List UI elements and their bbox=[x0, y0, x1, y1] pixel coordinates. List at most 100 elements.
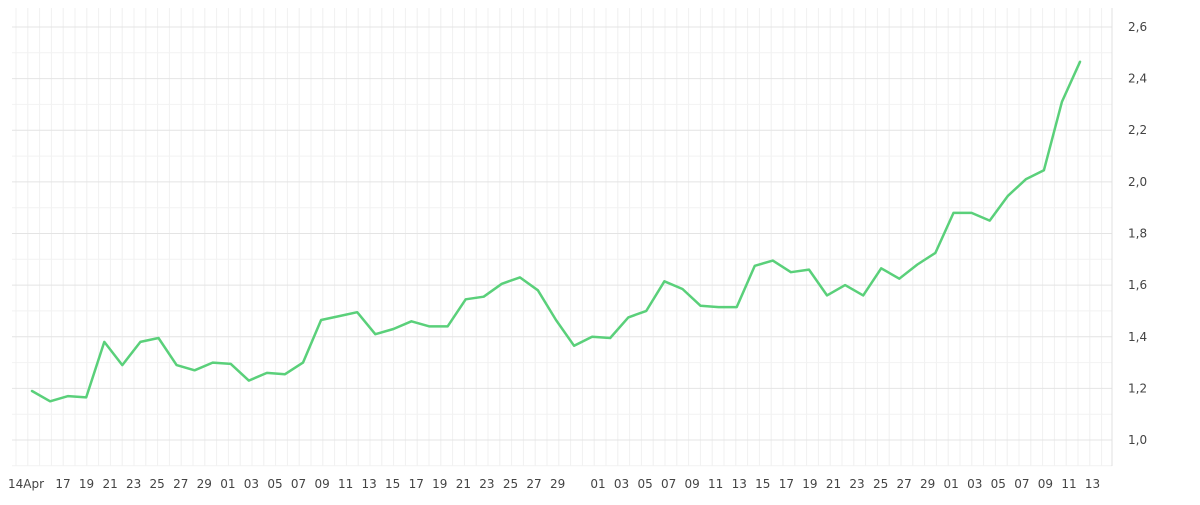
data-point bbox=[194, 369, 196, 371]
data-point bbox=[338, 315, 340, 317]
x-tick-label: 27 bbox=[526, 477, 541, 491]
x-tick-label: 09 bbox=[1038, 477, 1053, 491]
x-tick-label: 29 bbox=[550, 477, 565, 491]
data-point bbox=[501, 283, 503, 285]
data-point bbox=[645, 310, 647, 312]
x-tick-label: 25 bbox=[873, 477, 888, 491]
x-tick-label: 11 bbox=[708, 477, 723, 491]
x-tick-label: 01 bbox=[220, 477, 235, 491]
x-tick-label: 27 bbox=[896, 477, 911, 491]
x-tick-label: 13 bbox=[732, 477, 747, 491]
data-point bbox=[754, 265, 756, 267]
data-point bbox=[844, 284, 846, 286]
data-point bbox=[356, 311, 358, 313]
data-point bbox=[862, 294, 864, 296]
x-tick-label: 27 bbox=[173, 477, 188, 491]
y-tick-label: 1,6 bbox=[1128, 278, 1147, 292]
x-axis-tick-labels: 14Apr 17 19 21 23 25 27 29 01 03 05 07 09 11 13 15 17 19 2… bbox=[8, 477, 1100, 491]
x-tick-label: 23 bbox=[849, 477, 864, 491]
data-point bbox=[1061, 101, 1063, 103]
vertical-gridlines bbox=[15, 8, 1103, 466]
x-tick-label: 25 bbox=[150, 477, 165, 491]
data-point bbox=[230, 363, 232, 365]
data-point bbox=[284, 373, 286, 375]
data-point bbox=[1025, 178, 1027, 180]
data-point bbox=[374, 333, 376, 335]
data-point bbox=[627, 316, 629, 318]
y-axis-tick-labels: 1,0 1,2 1,4 1,6 1,8 2,0 2,2 2,4 2,6 bbox=[1128, 20, 1147, 447]
x-tick-label: 07 bbox=[291, 477, 306, 491]
x-tick-label: 05 bbox=[267, 477, 282, 491]
y-tick-label: 2,0 bbox=[1128, 175, 1147, 189]
data-point bbox=[573, 345, 575, 347]
y-tick-label: 1,0 bbox=[1128, 433, 1147, 447]
data-point bbox=[49, 400, 51, 402]
data-point bbox=[1079, 61, 1081, 63]
data-point bbox=[808, 269, 810, 271]
data-point bbox=[718, 306, 720, 308]
x-tick-label: 21 bbox=[102, 477, 117, 491]
y-tick-label: 1,8 bbox=[1128, 227, 1147, 241]
data-point bbox=[139, 341, 141, 343]
data-point bbox=[1007, 195, 1009, 197]
x-tick-label: 17 bbox=[55, 477, 70, 491]
x-tick-label: 03 bbox=[967, 477, 982, 491]
x-tick-label: 15 bbox=[755, 477, 770, 491]
data-point bbox=[465, 298, 467, 300]
series-line bbox=[30, 60, 1082, 403]
x-tick-label: 29 bbox=[920, 477, 935, 491]
y-tick-label: 2,2 bbox=[1128, 123, 1147, 137]
data-point bbox=[826, 294, 828, 296]
data-point bbox=[790, 271, 792, 273]
data-point bbox=[392, 328, 394, 330]
x-tick-label: 13 bbox=[362, 477, 377, 491]
data-point bbox=[736, 306, 738, 308]
x-tick-label: 29 bbox=[197, 477, 212, 491]
x-tick-label: 23 bbox=[126, 477, 141, 491]
x-tick-label: 07 bbox=[661, 477, 676, 491]
series-group bbox=[30, 60, 1082, 403]
y-tick-label: 1,2 bbox=[1128, 381, 1147, 395]
x-tick-label: 07 bbox=[1014, 477, 1029, 491]
data-point bbox=[953, 212, 955, 214]
x-tick-label: 01 bbox=[944, 477, 959, 491]
horizontal-gridlines bbox=[12, 8, 1113, 467]
data-point bbox=[772, 260, 774, 262]
data-point bbox=[103, 341, 105, 343]
data-point bbox=[266, 372, 268, 374]
x-tick-label: 05 bbox=[637, 477, 652, 491]
data-point bbox=[880, 267, 882, 269]
x-tick-label: 01 bbox=[590, 477, 605, 491]
x-tick-label: 09 bbox=[314, 477, 329, 491]
data-point bbox=[85, 396, 87, 398]
data-point bbox=[158, 337, 160, 339]
x-tick-label: 15 bbox=[385, 477, 400, 491]
x-tick-label: 19 bbox=[802, 477, 817, 491]
data-point bbox=[971, 212, 973, 214]
data-point bbox=[682, 288, 684, 290]
data-point bbox=[591, 336, 593, 338]
x-tick-label: 23 bbox=[479, 477, 494, 491]
data-point bbox=[176, 364, 178, 366]
data-point bbox=[302, 362, 304, 364]
x-tick-label: 13 bbox=[1085, 477, 1100, 491]
data-point bbox=[898, 278, 900, 280]
data-point bbox=[248, 380, 250, 382]
data-point bbox=[67, 395, 69, 397]
data-point bbox=[555, 319, 557, 321]
data-point bbox=[483, 296, 485, 298]
data-point bbox=[989, 220, 991, 222]
data-point bbox=[700, 305, 702, 307]
y-tick-label: 2,4 bbox=[1128, 72, 1147, 86]
x-tick-label: 17 bbox=[409, 477, 424, 491]
x-tick-label: 19 bbox=[432, 477, 447, 491]
x-tick-label: 11 bbox=[1061, 477, 1076, 491]
x-tick-label: 03 bbox=[244, 477, 259, 491]
y-tick-label: 1,4 bbox=[1128, 330, 1147, 344]
data-point bbox=[519, 276, 521, 278]
data-point bbox=[212, 362, 214, 364]
x-tick-label: 21 bbox=[826, 477, 841, 491]
x-tick-label: 17 bbox=[779, 477, 794, 491]
x-tick-label: 21 bbox=[456, 477, 471, 491]
